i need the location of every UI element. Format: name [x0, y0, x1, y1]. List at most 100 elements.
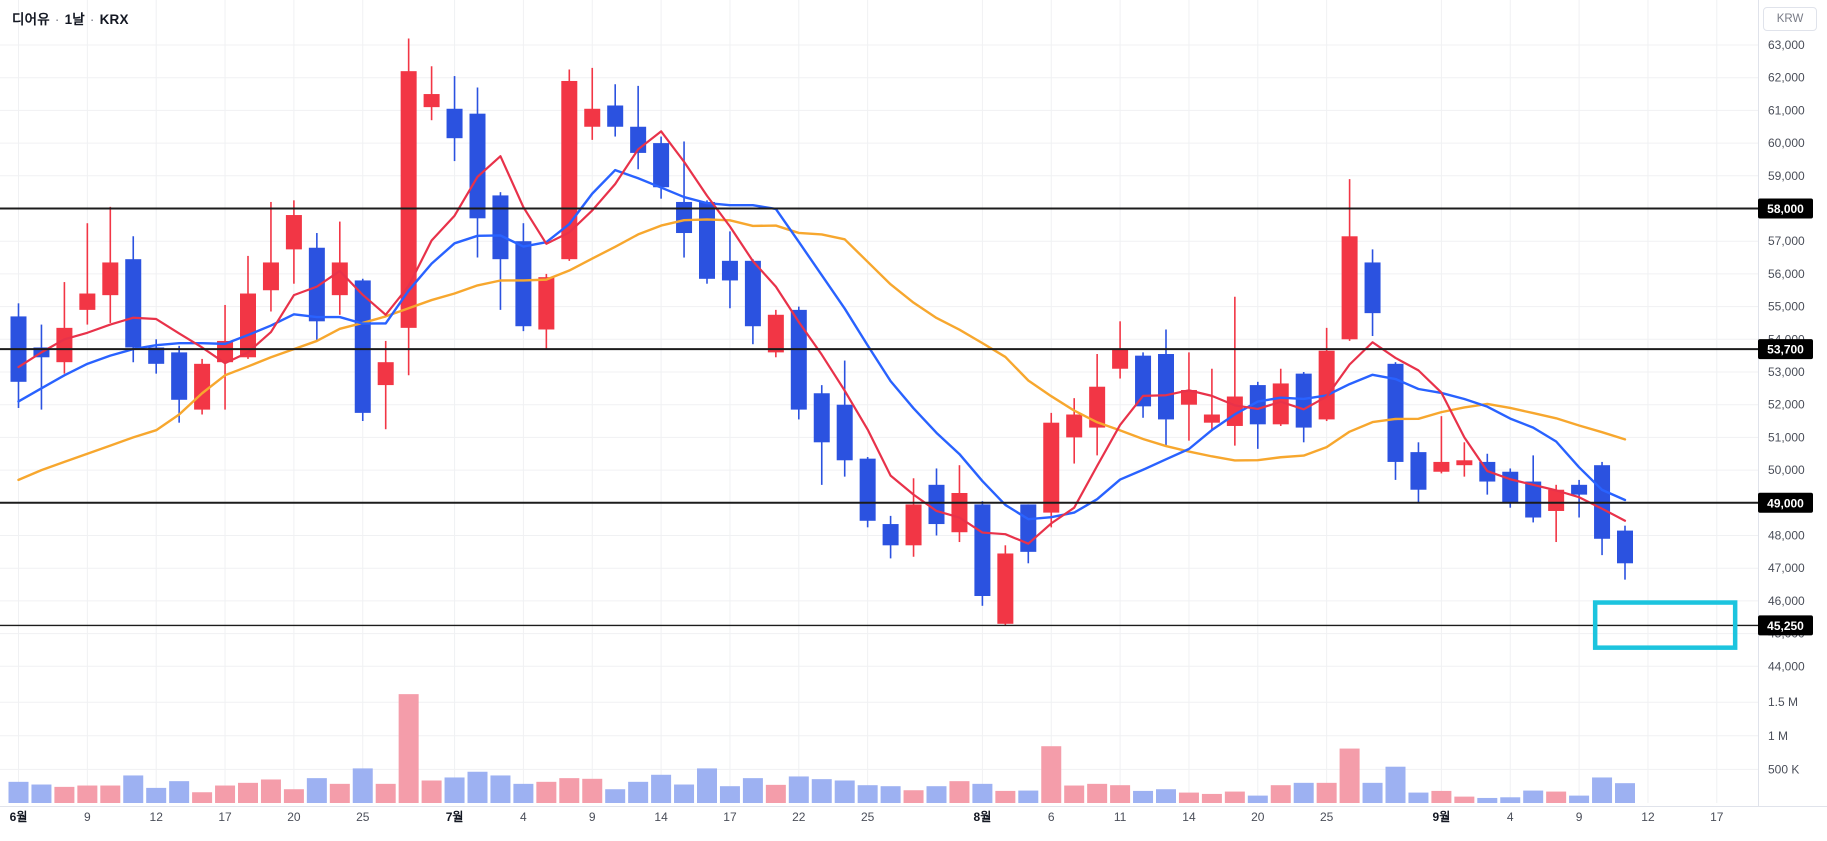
- candle: [79, 223, 96, 325]
- candle: [377, 340, 394, 430]
- price-level-badge-bg: [1758, 492, 1813, 513]
- price-tick-label: 60,000: [1768, 136, 1805, 150]
- candle: [492, 192, 509, 310]
- volume-bar: [260, 779, 281, 803]
- price-tick-label: 63,000: [1768, 38, 1805, 52]
- volume-bar: [1454, 796, 1475, 803]
- candle: [446, 76, 463, 162]
- ma10-line: [17, 168, 1627, 521]
- candle: [1089, 354, 1106, 456]
- price-tick-label: 57,000: [1768, 234, 1805, 248]
- volume-bar: [1087, 783, 1108, 803]
- candle-body: [354, 280, 371, 413]
- exchange-label: KRX: [99, 12, 129, 27]
- candle: [1020, 504, 1037, 564]
- volume-bar: [77, 785, 98, 803]
- time-axis[interactable]: [0, 807, 1827, 841]
- volume-bar: [421, 780, 442, 803]
- volume-bar: [1523, 790, 1544, 803]
- highlight-box-group: [1592, 600, 1738, 650]
- candle-body: [1548, 489, 1565, 511]
- volume-bar: [651, 774, 672, 803]
- time-tick-label: 22: [792, 810, 806, 824]
- candle-body: [1456, 460, 1473, 466]
- candle-body: [1341, 236, 1358, 340]
- time-tick-label: 17: [1710, 810, 1724, 824]
- candle-body: [331, 262, 348, 296]
- price-gridlines: [0, 44, 1758, 770]
- time-tick-label: 11: [1114, 810, 1127, 824]
- candle: [1135, 352, 1152, 418]
- volume-bar: [100, 785, 121, 803]
- volume-bar: [352, 768, 373, 803]
- time-tick-label: 6: [1048, 810, 1055, 824]
- highlight-box[interactable]: [1592, 600, 1738, 650]
- time-tick-label: 4: [520, 810, 527, 824]
- candle-body: [1318, 350, 1335, 420]
- volume-bar: [697, 768, 717, 803]
- volume-bar: [444, 777, 465, 803]
- volume-bar: [628, 781, 649, 803]
- price-level-badge-label: 58,000: [1767, 202, 1804, 216]
- volume-bar: [605, 789, 626, 803]
- candle: [194, 358, 211, 415]
- symbol-title[interactable]: 디어유 · 1날 · KRX: [12, 8, 129, 28]
- time-tick-label: 17: [218, 810, 232, 824]
- volume-bar: [1592, 777, 1613, 803]
- ma20-line: [17, 218, 1627, 482]
- time-tick-label: 14: [1182, 810, 1196, 824]
- time-tick-label: 9: [589, 810, 596, 824]
- time-tick-label: 20: [287, 810, 301, 824]
- volume-bar: [31, 784, 52, 803]
- candle: [997, 545, 1014, 626]
- price-tick-label: 44,000: [1768, 659, 1805, 673]
- candle-body: [1295, 373, 1312, 428]
- time-tick-label: 25: [861, 810, 875, 824]
- volume-bar: [1041, 746, 1062, 803]
- candle-body: [1158, 354, 1174, 420]
- volume-bar: [8, 781, 29, 803]
- volume-tick-label: 500 K: [1768, 762, 1799, 776]
- symbol-name: 디어유: [12, 12, 50, 27]
- volume-bar: [146, 787, 167, 803]
- volume-bar: [1110, 785, 1131, 803]
- candle-body: [446, 108, 463, 139]
- candle-body: [882, 524, 899, 546]
- candle: [767, 309, 784, 358]
- volume-bar: [490, 775, 511, 803]
- candle: [561, 69, 578, 261]
- price-tick-label: 56,000: [1768, 267, 1805, 281]
- candle: [240, 255, 256, 359]
- candle: [1043, 412, 1060, 528]
- candle: [699, 200, 715, 284]
- candle: [125, 236, 142, 363]
- candle: [1433, 416, 1450, 474]
- candle-body: [561, 80, 578, 260]
- candle: [1387, 362, 1404, 480]
- volume-bar: [719, 786, 740, 803]
- candle-body: [928, 484, 945, 525]
- candle-body: [905, 504, 922, 546]
- candle: [1203, 368, 1220, 431]
- candle: [1066, 398, 1083, 464]
- price-tick-label: 48,000: [1768, 529, 1805, 543]
- candle-body: [515, 241, 532, 327]
- volume-bar: [788, 776, 809, 803]
- volume-bars: [8, 694, 1635, 803]
- candle: [331, 221, 348, 315]
- time-tick-label: 12: [150, 810, 164, 824]
- candle: [1341, 179, 1358, 341]
- candle: [285, 200, 302, 284]
- candle-body: [308, 247, 325, 322]
- candle-body: [1525, 481, 1542, 518]
- candle: [1226, 296, 1243, 446]
- time-tick-label: 25: [1320, 810, 1334, 824]
- volume-bar: [559, 778, 580, 803]
- title-separator: ·: [54, 12, 60, 27]
- time-tick-label: 9: [84, 810, 91, 824]
- candle: [1180, 352, 1197, 441]
- volume-bar: [765, 784, 786, 803]
- time-tick-label: 14: [654, 810, 668, 824]
- candle: [836, 360, 853, 477]
